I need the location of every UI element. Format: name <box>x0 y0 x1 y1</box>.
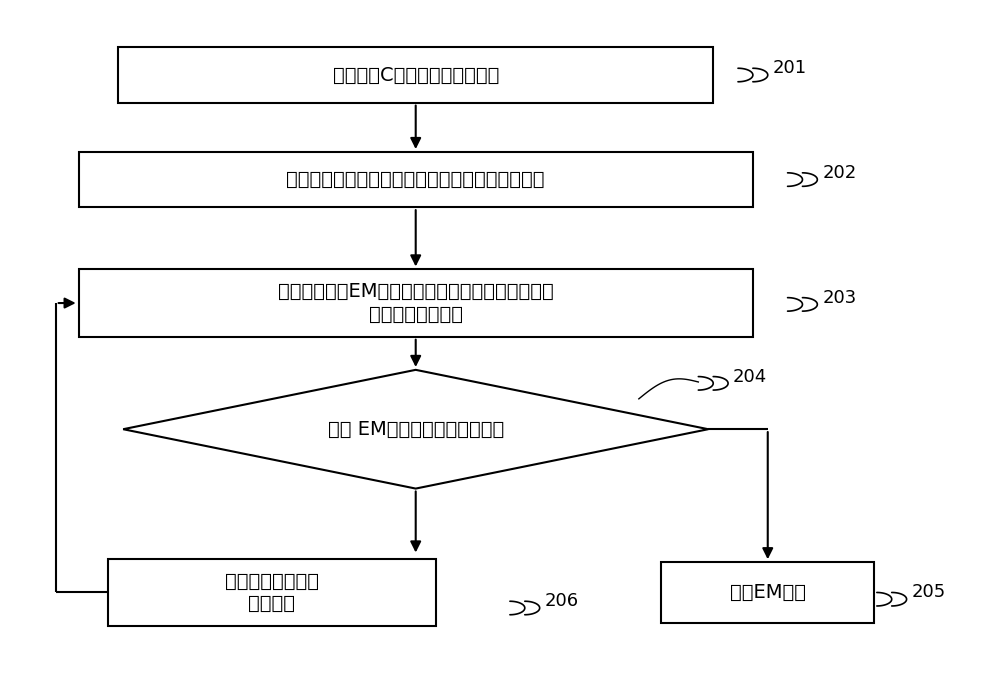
Bar <box>118 47 713 102</box>
Text: 结束EM算法: 结束EM算法 <box>730 583 806 602</box>
Text: 将隶属度作为EM算法的输入初始参数，计算出混合: 将隶属度作为EM算法的输入初始参数，计算出混合 <box>278 282 554 301</box>
Bar <box>108 559 436 626</box>
Text: 202: 202 <box>822 164 857 182</box>
Bar <box>661 562 874 623</box>
Text: 201: 201 <box>773 59 807 77</box>
Text: 206: 206 <box>545 592 579 610</box>
Bar <box>79 269 753 337</box>
Text: 定义模糊C均值聚类的目标函数: 定义模糊C均值聚类的目标函数 <box>333 66 499 85</box>
Bar <box>79 152 753 207</box>
Text: 205: 205 <box>912 583 946 602</box>
Text: 的隶属度: 的隶属度 <box>248 594 295 613</box>
Text: 204: 204 <box>733 367 767 386</box>
Text: 判断 EM算法是否满足退出条件: 判断 EM算法是否满足退出条件 <box>328 420 504 438</box>
Text: 获取每个聚类中心和每个数据属于每一类的隶属度: 获取每个聚类中心和每个数据属于每一类的隶属度 <box>286 170 545 189</box>
Text: 203: 203 <box>822 289 857 307</box>
Text: 高斯分布的新参数: 高斯分布的新参数 <box>369 305 463 324</box>
Polygon shape <box>123 370 708 488</box>
Text: 根据新参数计算新: 根据新参数计算新 <box>225 572 319 591</box>
